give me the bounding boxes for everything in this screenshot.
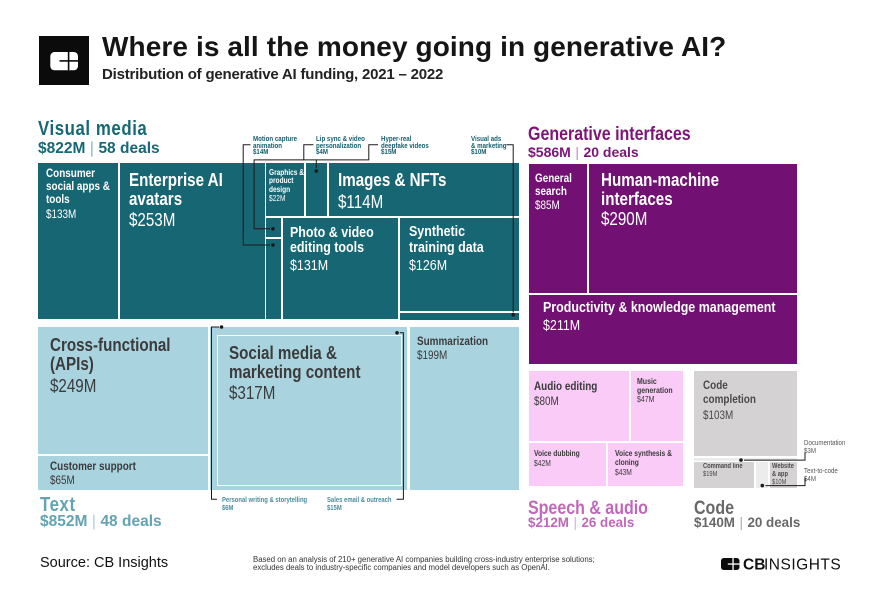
svg-text:INSIGHTS: INSIGHTS — [764, 558, 841, 572]
svg-text:CB: CB — [743, 558, 765, 572]
